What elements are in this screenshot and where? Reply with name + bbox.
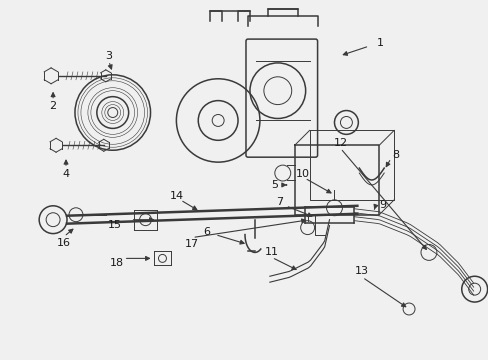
Text: 4: 4 <box>62 169 69 179</box>
Text: 17: 17 <box>185 239 199 248</box>
Text: 8: 8 <box>391 150 399 160</box>
Text: 2: 2 <box>49 100 57 111</box>
Text: 16: 16 <box>57 238 71 248</box>
Text: 3: 3 <box>105 51 112 61</box>
Text: 18: 18 <box>109 258 123 268</box>
Text: 11: 11 <box>264 247 278 257</box>
Text: 15: 15 <box>107 220 122 230</box>
Text: 1: 1 <box>376 38 384 48</box>
Text: 10: 10 <box>295 169 309 179</box>
Text: 9: 9 <box>379 200 386 210</box>
Text: 7: 7 <box>275 197 282 207</box>
Text: 13: 13 <box>355 266 368 276</box>
Text: 5: 5 <box>270 180 277 190</box>
Text: 6: 6 <box>203 226 210 237</box>
Text: 12: 12 <box>333 138 347 148</box>
Text: 14: 14 <box>170 191 184 201</box>
